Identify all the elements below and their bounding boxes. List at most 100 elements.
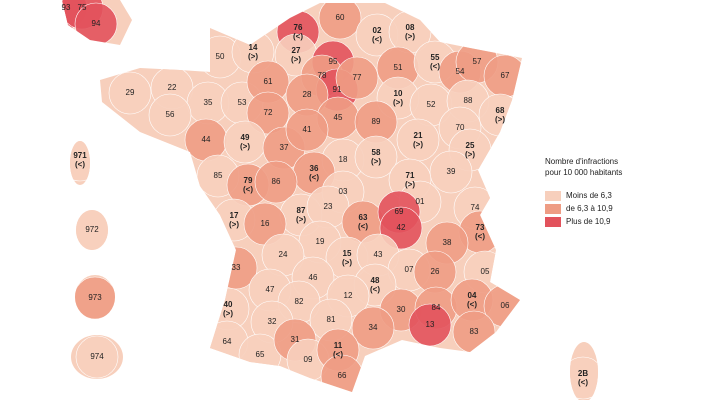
department-label: 48 [371, 276, 380, 285]
department-note: (>) [291, 55, 301, 64]
department-label: 10 [394, 89, 403, 98]
department-note: (<) [475, 232, 485, 241]
department-label: 31 [291, 335, 300, 344]
department-label: 36 [310, 164, 319, 173]
department-label: 38 [443, 238, 452, 247]
department-label: 49 [241, 133, 250, 142]
department-label: 87 [297, 206, 306, 215]
department-label: 95 [329, 57, 338, 66]
department-label: 22 [168, 83, 177, 92]
department-label: 78 [318, 71, 327, 80]
legend-label: de 6,3 à 10,9 [566, 204, 613, 213]
department-label: 971 [73, 151, 87, 160]
department-label: 65 [256, 350, 265, 359]
department-note: (>) [465, 150, 475, 159]
department-label: 14 [249, 43, 258, 52]
department-label: 07 [405, 265, 414, 274]
department-label: 40 [224, 300, 233, 309]
department [318, 0, 362, 40]
department-label: 32 [268, 317, 277, 326]
department-label: 972 [85, 225, 99, 234]
department-note: (<) [243, 185, 253, 194]
department-note: (<) [467, 300, 477, 309]
department-label: 91 [333, 85, 342, 94]
department-label: 66 [338, 371, 347, 380]
department-label: 13 [426, 320, 435, 329]
legend-swatch [545, 191, 561, 201]
department-label: 24 [279, 250, 288, 259]
department [108, 71, 152, 115]
department-label: 01 [416, 197, 425, 206]
department-label: 08 [406, 23, 415, 32]
legend-label: Plus de 10,9 [566, 217, 611, 226]
department-label: 34 [369, 323, 378, 332]
department-note: (>) [371, 157, 381, 166]
department-note: (<) [75, 160, 85, 169]
department-note: (<) [372, 35, 382, 44]
department-note: (>) [240, 142, 250, 151]
department-label: 81 [327, 315, 336, 324]
department-note: (>) [229, 220, 239, 229]
department-label: 75 [78, 3, 87, 12]
department-label: 06 [501, 301, 510, 310]
department-label: 71 [406, 171, 415, 180]
department-label: 44 [202, 135, 211, 144]
department-label: 94 [92, 19, 101, 28]
department-note: (>) [342, 258, 352, 267]
department-label: 72 [264, 108, 273, 117]
department-note: (<) [293, 32, 303, 41]
department-label: 60 [336, 13, 345, 22]
legend: Nombre d'infractions pour 10 000 habitan… [545, 157, 622, 227]
department-label: 09 [304, 355, 313, 364]
department-label: 15 [343, 249, 352, 258]
department-label: 28 [303, 90, 312, 99]
department-label: 74 [471, 203, 480, 212]
department-note: (>) [405, 32, 415, 41]
department-label: 88 [464, 96, 473, 105]
department [429, 150, 473, 194]
department-note: (<) [309, 173, 319, 182]
department-label: 21 [414, 131, 423, 140]
department [254, 160, 298, 204]
department-label: 76 [294, 23, 303, 32]
department-label: 53 [238, 98, 247, 107]
department-label: 974 [90, 352, 104, 361]
department-label: 05 [481, 267, 490, 276]
department-label: 58 [372, 148, 381, 157]
department-label: 03 [339, 187, 348, 196]
department-note: (>) [223, 309, 233, 318]
department-label: 63 [359, 213, 368, 222]
department [75, 335, 119, 379]
department-label: 43 [374, 250, 383, 259]
department-label: 02 [373, 26, 382, 35]
legend-swatch [545, 204, 561, 214]
department-label: 79 [244, 176, 253, 185]
department-label: 17 [230, 211, 239, 220]
department-label: 86 [272, 177, 281, 186]
department-label: 83 [470, 327, 479, 336]
department-note: (<) [358, 222, 368, 231]
department [335, 56, 379, 100]
department-label: 89 [372, 117, 381, 126]
department-note: (>) [296, 215, 306, 224]
legend-title: pour 10 000 habitants [545, 168, 622, 177]
department-note: (>) [393, 98, 403, 107]
department-label: 26 [431, 267, 440, 276]
department-label: 57 [473, 57, 482, 66]
legend-label: Moins de 6,3 [566, 191, 612, 200]
department-label: 37 [280, 143, 289, 152]
department-note: (<) [578, 378, 588, 387]
department-label: 39 [447, 167, 456, 176]
department-label: 82 [295, 297, 304, 306]
department-label: 93 [62, 3, 71, 12]
department-label: 54 [456, 67, 465, 76]
department-label: 18 [339, 155, 348, 164]
department-label: 973 [88, 293, 102, 302]
department-label: 29 [126, 88, 135, 97]
department-label: 64 [223, 337, 232, 346]
department-label: 45 [334, 113, 343, 122]
department-note: (>) [405, 180, 415, 189]
